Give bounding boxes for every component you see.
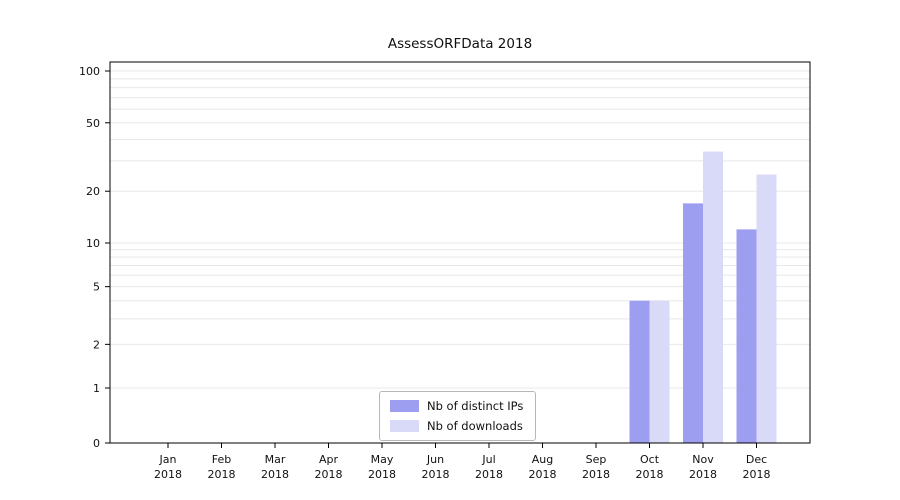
- tick-label: 2018: [529, 468, 557, 481]
- bar-downloads: [649, 300, 670, 443]
- tick-label: 2018: [208, 468, 236, 481]
- bar-distinct-ips: [629, 300, 650, 443]
- tick-label: Dec: [746, 453, 767, 466]
- tick-label: 0: [93, 437, 100, 450]
- tick-label: 2018: [582, 468, 610, 481]
- tick-label: Jul: [481, 453, 495, 466]
- tick-label: 2018: [368, 468, 396, 481]
- tick-label: Oct: [640, 453, 660, 466]
- tick-label: 2018: [422, 468, 450, 481]
- legend-label-downloads: Nb of downloads: [427, 419, 523, 433]
- tick-label: 2018: [636, 468, 664, 481]
- tick-label: 20: [86, 185, 100, 198]
- tick-label: Nov: [692, 453, 714, 466]
- legend-swatch-downloads: [390, 420, 419, 432]
- bar-distinct-ips: [683, 203, 703, 443]
- tick-label: Jan: [159, 453, 177, 466]
- legend-item-distinct-ips: Nb of distinct IPs: [390, 399, 523, 413]
- tick-label: 100: [79, 65, 100, 78]
- tick-label: Feb: [212, 453, 231, 466]
- tick-label: 10: [86, 237, 100, 250]
- tick-label: 2018: [154, 468, 182, 481]
- legend: Nb of distinct IPs Nb of downloads: [379, 391, 537, 441]
- plot-frame: [109, 61, 811, 444]
- tick-label: 2018: [315, 468, 343, 481]
- tick-label: 50: [86, 117, 100, 130]
- bar-downloads: [703, 151, 723, 443]
- tick-label: Aug: [532, 453, 553, 466]
- legend-swatch-distinct-ips: [390, 400, 419, 412]
- tick-label: 2018: [261, 468, 289, 481]
- tick-label: 5: [93, 281, 100, 294]
- tick-label: Jun: [426, 453, 444, 466]
- tick-label: 2: [93, 338, 100, 351]
- legend-label-distinct-ips: Nb of distinct IPs: [427, 399, 524, 413]
- chart-title: AssessORFData 2018: [387, 36, 533, 52]
- tick-label: 2018: [475, 468, 503, 481]
- tick-label: 2018: [743, 468, 771, 481]
- bar-downloads: [756, 174, 777, 443]
- tick-label: Mar: [265, 453, 286, 466]
- tick-label: May: [371, 453, 394, 466]
- tick-label: 2018: [689, 468, 717, 481]
- tick-label: Apr: [319, 453, 339, 466]
- tick-label: Sep: [586, 453, 607, 466]
- bar-distinct-ips: [736, 229, 757, 443]
- legend-item-downloads: Nb of downloads: [390, 419, 523, 433]
- tick-label: 1: [93, 382, 100, 395]
